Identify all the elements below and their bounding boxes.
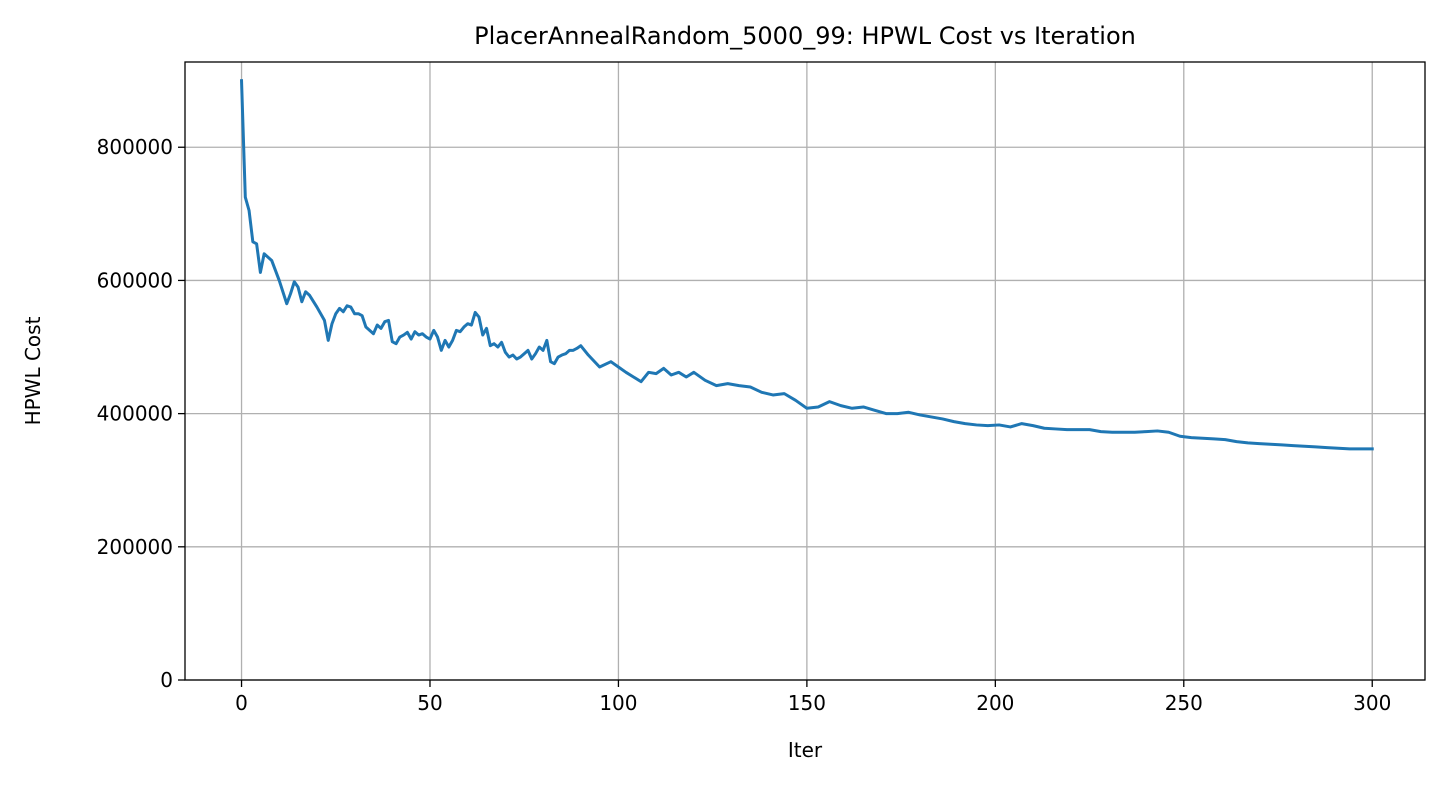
grid-lines bbox=[185, 62, 1425, 681]
x-tick-label: 50 bbox=[417, 691, 442, 715]
series-layer bbox=[239, 79, 1374, 451]
series-line bbox=[239, 79, 1374, 451]
y-axis-label: HPWL Cost bbox=[21, 316, 45, 425]
x-tick-label: 0 bbox=[235, 691, 248, 715]
x-axis-ticks: 0 50 100 150 200 250 300 bbox=[235, 680, 1391, 715]
y-tick-label: 800000 bbox=[97, 135, 173, 159]
x-tick-label: 200 bbox=[976, 691, 1014, 715]
y-tick-label: 600000 bbox=[97, 268, 173, 292]
x-tick-label: 150 bbox=[788, 691, 826, 715]
x-tick-label: 300 bbox=[1353, 691, 1391, 715]
y-tick-label: 400000 bbox=[97, 402, 173, 426]
y-axis-ticks: 0 200000 400000 600000 800000 bbox=[97, 135, 185, 692]
x-tick-label: 100 bbox=[599, 691, 637, 715]
y-tick-label: 0 bbox=[160, 668, 173, 692]
x-axis-label: Iter bbox=[788, 738, 823, 762]
chart-title: PlacerAnnealRandom_5000_99: HPWL Cost vs… bbox=[474, 22, 1136, 50]
y-tick-label: 200000 bbox=[97, 535, 173, 559]
x-tick-label: 250 bbox=[1165, 691, 1203, 715]
plot-frame bbox=[184, 61, 1426, 681]
